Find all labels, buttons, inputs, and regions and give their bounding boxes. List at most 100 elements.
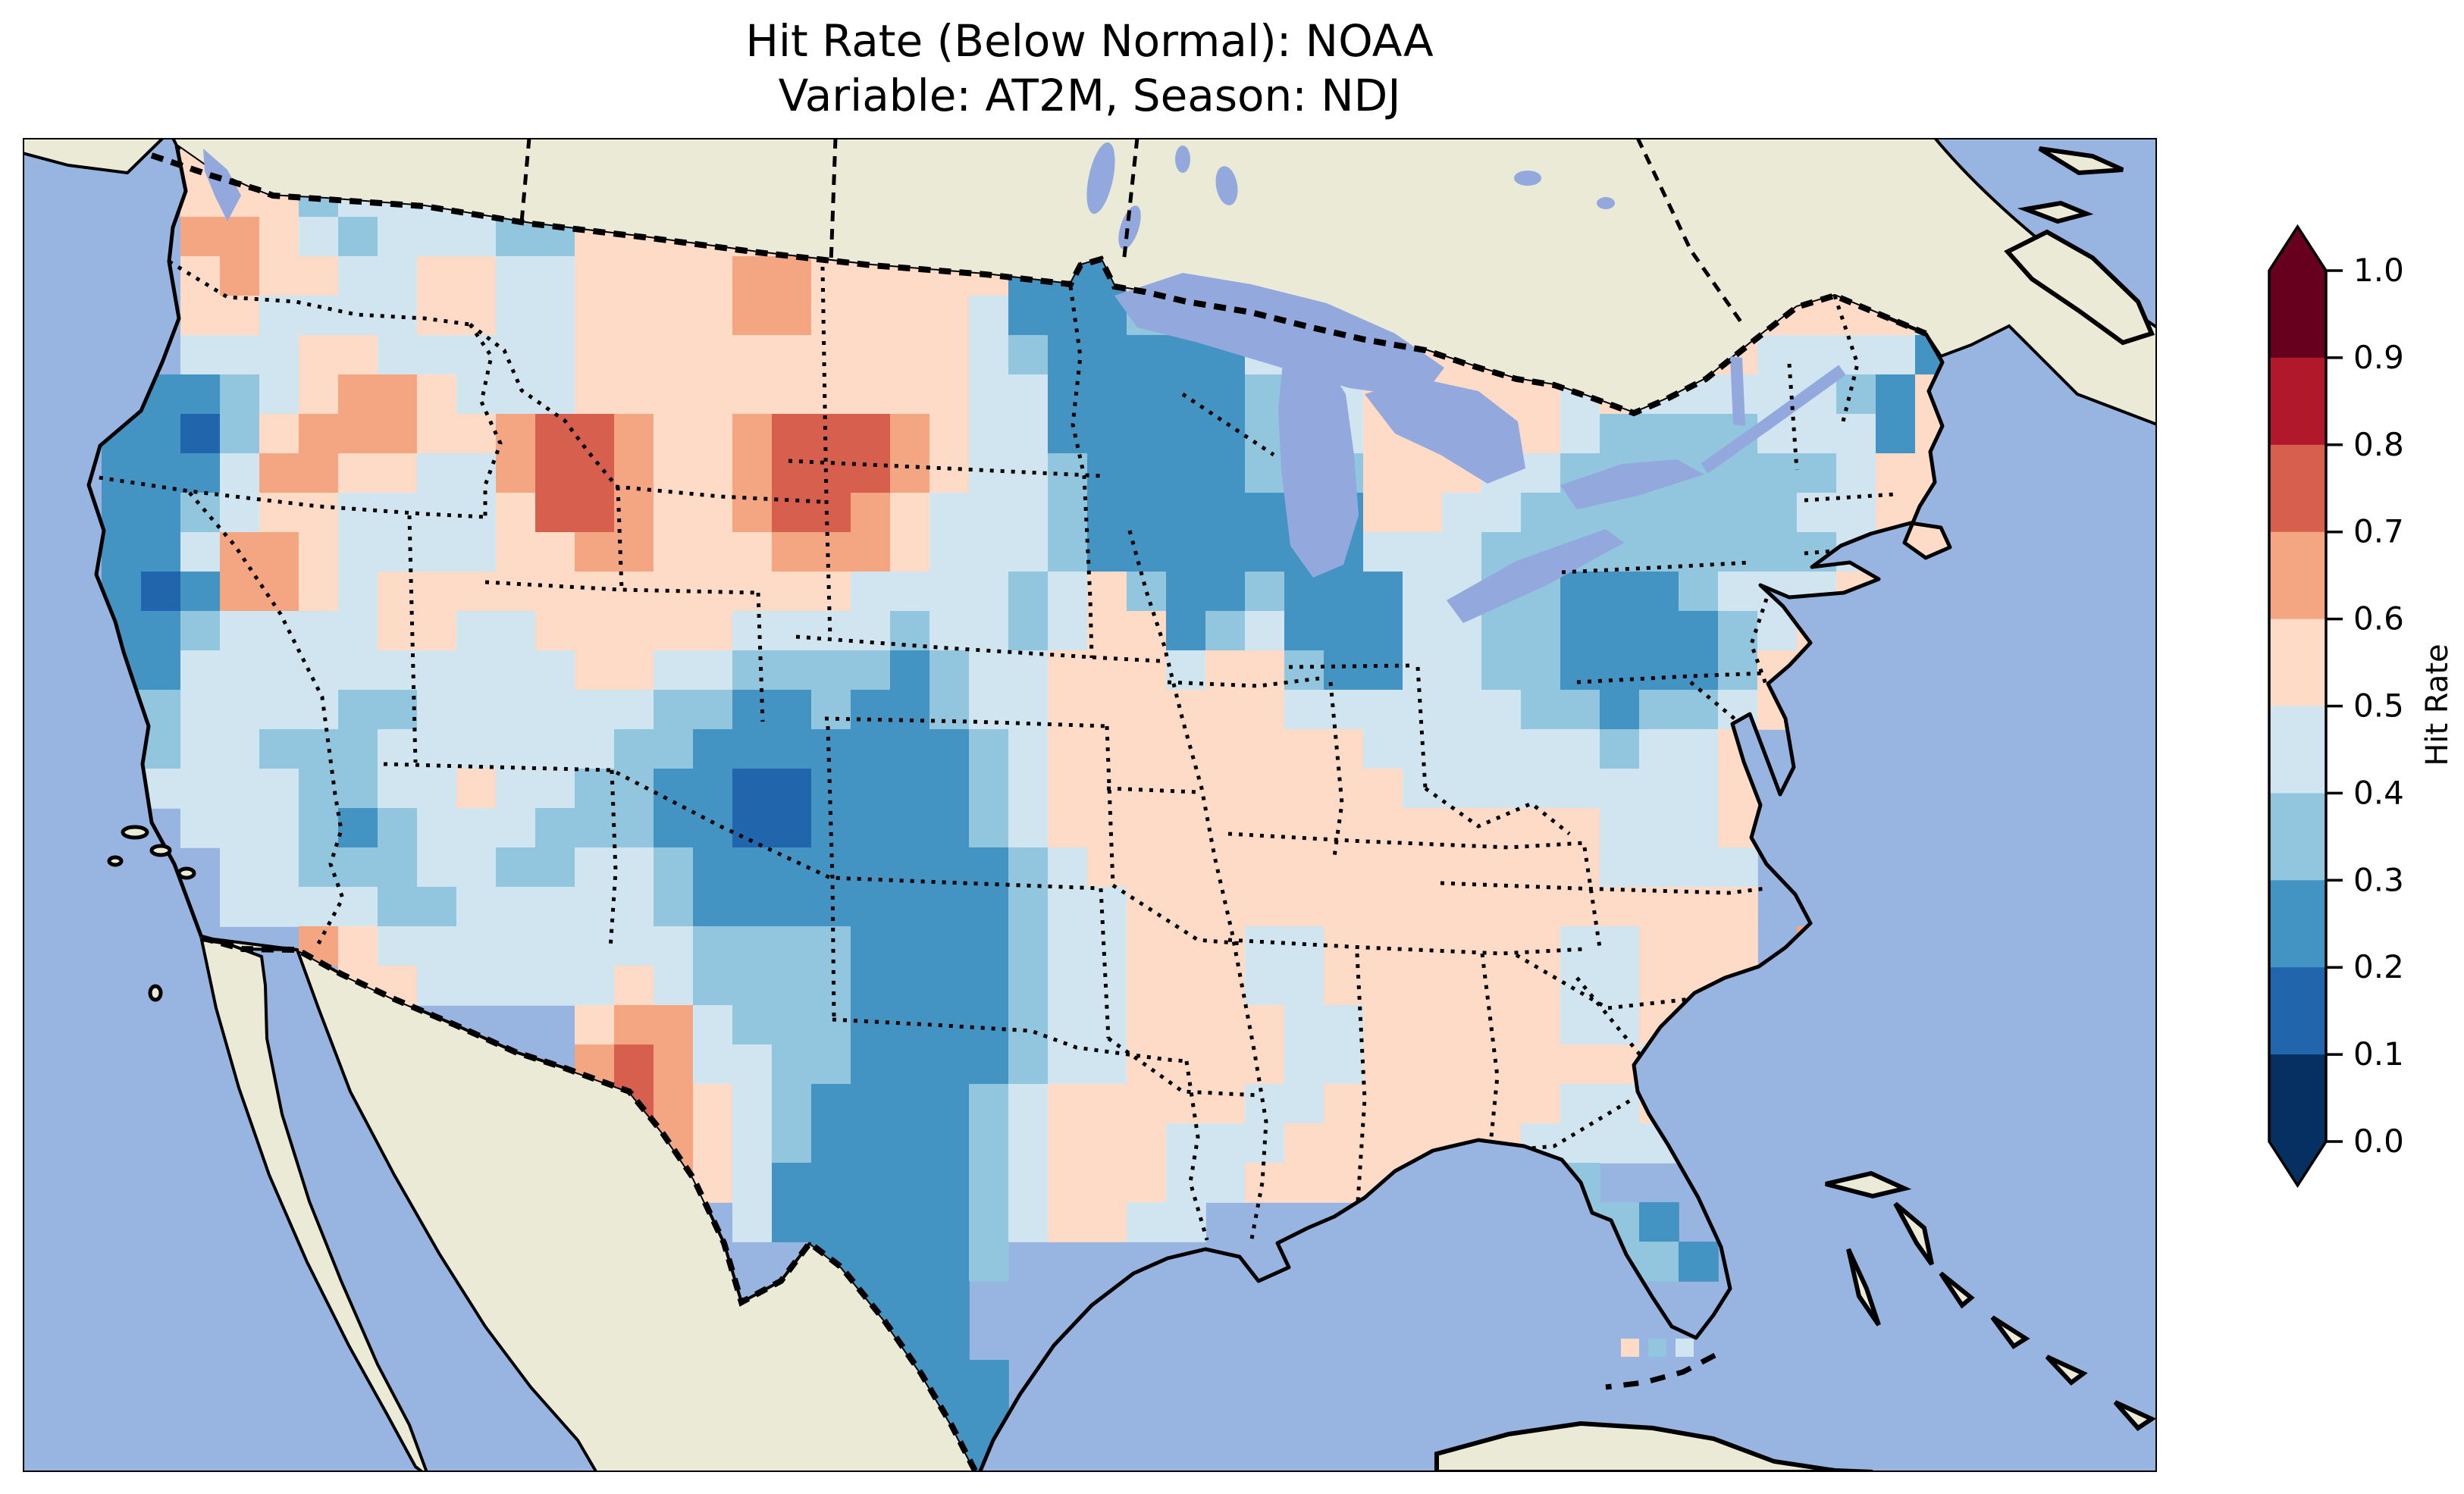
- heatmap-cell: [1127, 966, 1167, 1006]
- heatmap-cell: [654, 1005, 694, 1045]
- heatmap-cell: [1205, 690, 1246, 730]
- colorbar-bin: [2269, 706, 2326, 794]
- heatmap-cell: [614, 493, 654, 533]
- heatmap-cell: [1008, 453, 1049, 493]
- heatmap-cell: [1284, 572, 1324, 612]
- heatmap-cell: [1600, 690, 1640, 730]
- heatmap-cell: [417, 572, 457, 612]
- heatmap-cell: [1521, 493, 1561, 533]
- heatmap-cell: [378, 650, 418, 691]
- heatmap-cell: [1521, 887, 1561, 927]
- heatmap-cell: [417, 808, 457, 848]
- heatmap-cell: [1166, 966, 1206, 1006]
- heatmap-cell: [1087, 374, 1127, 415]
- heatmap-cell: [299, 217, 339, 257]
- colorbar-bin: [2269, 1054, 2326, 1142]
- heatmap-cell: [1284, 1123, 1324, 1164]
- heatmap-cell: [1442, 1084, 1482, 1124]
- heatmap-cell: [338, 729, 378, 769]
- heatmap-cell: [772, 572, 812, 612]
- heatmap-cell: [1205, 1163, 1246, 1203]
- heatmap-cell: [1639, 769, 1679, 809]
- heatmap-cell: [772, 1163, 812, 1203]
- heatmap-cell: [890, 296, 930, 336]
- lake-nipigon: [1215, 166, 1238, 205]
- heatmap-cell: [456, 966, 497, 1006]
- heatmap-cell: [890, 1202, 930, 1242]
- heatmap-cell: [1560, 847, 1600, 888]
- heatmap-cell: [890, 887, 930, 927]
- heatmap-cell: [1127, 1005, 1167, 1045]
- heatmap-cell: [693, 650, 733, 691]
- heatmap-cell: [969, 532, 1009, 572]
- heatmap-cell: [693, 1123, 733, 1164]
- heatmap-cell: [929, 650, 970, 691]
- heatmap-cell: [1127, 1084, 1167, 1124]
- heatmap-cell: [259, 729, 299, 769]
- heatmap-cell: [1797, 335, 1837, 375]
- heatmap-cell: [1284, 808, 1324, 848]
- heatmap-cell: [1205, 453, 1246, 493]
- heatmap-cell: [1521, 1005, 1561, 1045]
- heatmap-cell: [732, 374, 773, 415]
- heatmap-cell: [259, 769, 299, 809]
- heatmap-cell: [693, 453, 733, 493]
- heatmap-cell: [1127, 374, 1167, 415]
- colorbar: 1.0 0.9 0.8 0.7 0.6 0.5 0.4 0.3 0.2 0.1 0.0 Hit Ra…: [2268, 224, 2455, 1189]
- state-borders: [89, 259, 1896, 1244]
- heatmap-cell: [496, 966, 536, 1006]
- heatmap-cell: [1008, 1202, 1049, 1242]
- lake-winnipeg: [1086, 142, 1115, 215]
- heatmap-cell: [180, 414, 221, 454]
- heatmap-cell: [1048, 887, 1088, 927]
- heatmap-cell: [693, 493, 733, 533]
- heatmap-cell: [654, 335, 694, 375]
- heatmap-cell: [1205, 966, 1246, 1006]
- figure-title-line2: Variable: AT2M, Season: NDJ: [779, 70, 1401, 121]
- nova-scotia: [2004, 229, 2155, 346]
- heatmap-cell: [496, 650, 536, 691]
- colorbar-bin: [2269, 619, 2326, 707]
- heatmap-cell: [811, 650, 851, 691]
- heatmap-cell: [1442, 729, 1482, 769]
- heatmap-cell: [969, 414, 1009, 454]
- us-mexico-border: [200, 935, 980, 1472]
- heatmap-cell: [338, 572, 378, 612]
- heatmap-cell: [1679, 572, 1719, 612]
- heatmap-cell: [1245, 847, 1285, 888]
- heatmap-cell: [1403, 887, 1443, 927]
- heatmap-cell: [693, 729, 733, 769]
- heatmap-cell: [732, 966, 773, 1006]
- lake-ontario: [1560, 459, 1704, 509]
- heatmap-cell: [496, 572, 536, 612]
- heatmap-cell: [338, 847, 378, 888]
- heatmap-cell: [180, 650, 221, 691]
- heatmap-cell: [378, 769, 418, 809]
- heatmap-cell: [1284, 729, 1324, 769]
- heatmap-cell: [1127, 611, 1167, 651]
- heatmap-cell: [1008, 808, 1049, 848]
- heatmap-cell: [496, 887, 536, 927]
- heatmap-cell: [654, 532, 694, 572]
- heatmap-cell: [338, 532, 378, 572]
- heatmap-cell: [851, 650, 891, 691]
- heatmap-cell: [1718, 611, 1758, 651]
- heatmap-cell: [654, 690, 694, 730]
- heatmap-cell: [929, 808, 970, 848]
- heatmap-cell: [1679, 414, 1719, 454]
- heatmap-cell: [1127, 532, 1167, 572]
- heatmap-cell: [1205, 808, 1246, 848]
- heatmap-cell: [654, 887, 694, 927]
- heatmap-cell: [1718, 847, 1758, 888]
- heatmap-cell: [772, 808, 812, 848]
- heatmap-cell: [575, 847, 615, 888]
- heatmap-cell: [1008, 1123, 1049, 1164]
- heatmap-cell: [1324, 1045, 1364, 1085]
- heatmap-cell: [378, 453, 418, 493]
- heatmap-cell: [1284, 690, 1324, 730]
- heatmap-cell: [890, 926, 930, 966]
- heatmap-cell: [575, 256, 615, 296]
- heatmap-cell: [378, 847, 418, 888]
- heatmap-cell: [456, 769, 497, 809]
- heatmap-cell: [732, 690, 773, 730]
